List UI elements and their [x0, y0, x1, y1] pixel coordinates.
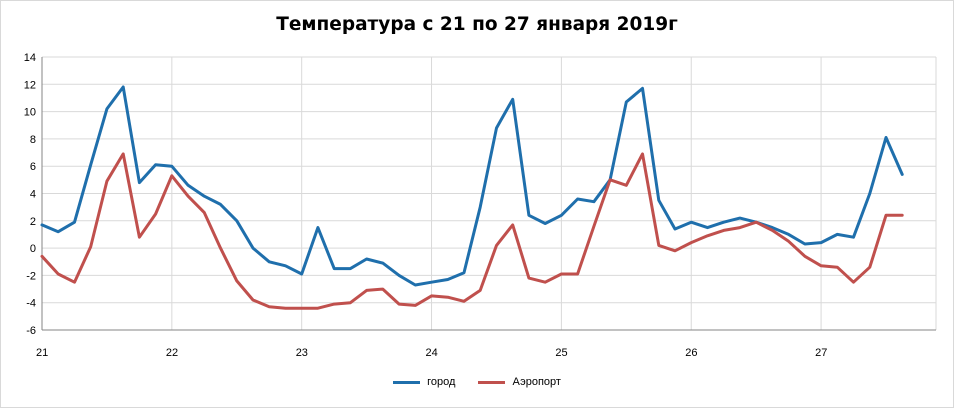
- y-tick-label: 14: [24, 52, 36, 64]
- y-tick-label: -2: [26, 270, 36, 282]
- y-tick-label: 0: [30, 243, 36, 255]
- x-tick-label: 27: [815, 347, 827, 359]
- legend-label-aeroport: Аэропорт: [512, 376, 561, 389]
- y-tick-label: 12: [24, 79, 36, 91]
- legend-swatch-gorod: [393, 380, 421, 384]
- y-tick-label: 6: [30, 161, 36, 173]
- y-tick-label: -6: [26, 325, 36, 337]
- x-tick-label: 23: [296, 347, 308, 359]
- x-tick-label: 24: [426, 347, 438, 359]
- x-tick-labels: 21 22 23 24 25 26 27: [36, 347, 827, 359]
- legend-item-gorod: город: [393, 376, 455, 388]
- y-tick-labels: -6 -4 -2 0 2 4 6 8 10 12 14: [24, 52, 36, 337]
- x-tick-label: 21: [36, 347, 48, 359]
- axes: [41, 57, 936, 331]
- legend: город Аэропорт: [0, 376, 954, 388]
- legend-label-gorod: город: [427, 376, 456, 389]
- y-tick-label: 8: [30, 134, 36, 146]
- y-tick-label: 4: [30, 189, 36, 201]
- legend-swatch-aeroport: [478, 380, 506, 384]
- y-tick-label: 10: [24, 107, 36, 119]
- x-tick-label: 25: [555, 347, 567, 359]
- y-tick-label: 2: [30, 216, 36, 228]
- chart-title: Температура с 21 по 27 января 2019г: [276, 14, 678, 35]
- series-lines: [40, 85, 904, 310]
- y-tick-label: -4: [26, 298, 36, 310]
- x-tick-label: 26: [685, 347, 697, 359]
- legend-item-aeroport: Аэропорт: [478, 376, 561, 389]
- gridlines: [41, 56, 937, 331]
- x-tick-label: 22: [166, 347, 178, 359]
- series-line-aeroport: [40, 152, 904, 310]
- series-line-gorod: [40, 85, 904, 287]
